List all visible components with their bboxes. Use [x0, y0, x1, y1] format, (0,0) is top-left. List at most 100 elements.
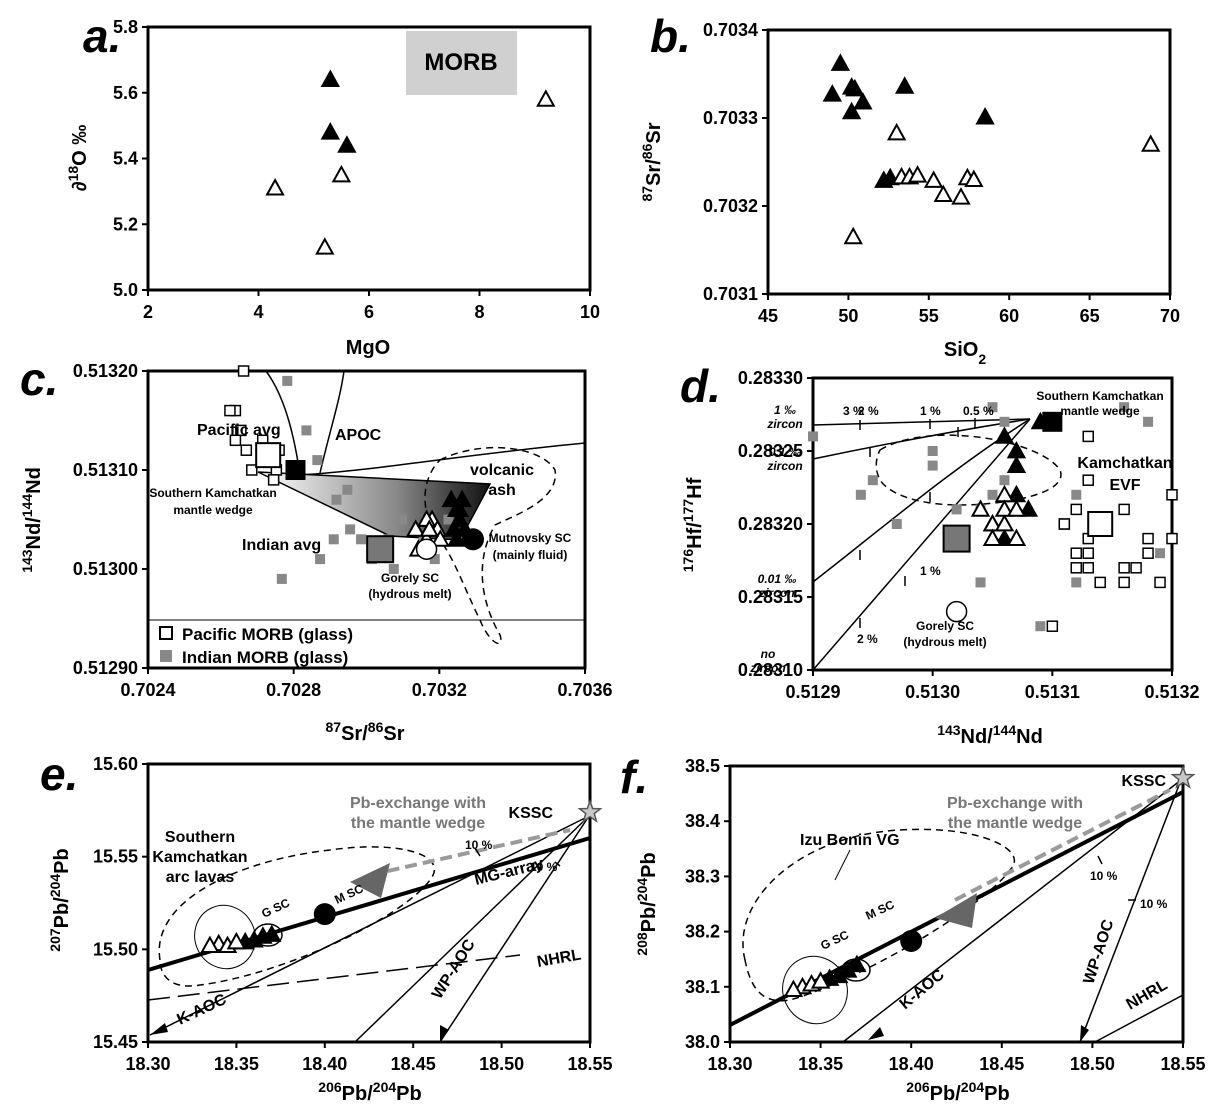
label-kssc: KSSC — [509, 805, 554, 822]
label-2pct-b: 2 % — [857, 632, 878, 646]
gray-square-marker — [345, 524, 356, 535]
label-nozircon-1: no — [761, 647, 776, 661]
y-tick-label: 38.3 — [685, 866, 720, 886]
square-marker — [1046, 620, 1059, 632]
panel-letter-c: c. — [20, 353, 58, 405]
x-tick-label: 0.7032 — [412, 680, 467, 700]
square-marker — [267, 474, 280, 486]
mixing-curve — [812, 418, 1031, 671]
panel-letter-d: d. — [680, 360, 721, 412]
label-part: 204 — [634, 878, 650, 902]
triangle-marker — [822, 84, 843, 102]
label-10pct-a: 10 % — [465, 838, 493, 852]
star-marker — [1170, 764, 1196, 789]
label-part: Pb — [51, 848, 73, 874]
triangle-marker — [970, 499, 991, 517]
x-tick-label: 0.5130 — [905, 682, 960, 702]
x-axis-label: 87Sr/86Sr — [326, 719, 405, 745]
square-marker — [1166, 489, 1178, 501]
y-tick-label: 0.51290 — [73, 658, 138, 678]
x-tick-label: 0.7028 — [266, 680, 321, 700]
label-skmw-2: mantle wedge — [173, 503, 253, 517]
square-marker — [224, 404, 236, 417]
gray-square-marker — [443, 514, 454, 525]
label-part: Pb — [396, 1083, 422, 1105]
y-tick-label: 0.28330 — [738, 368, 803, 388]
gray-square-marker — [276, 573, 287, 584]
label-part: Pb/ — [342, 1083, 374, 1105]
gray-square-marker — [1035, 621, 1046, 632]
label-izu-bonin: Izu Bonin VG — [800, 832, 900, 849]
gray-square-marker — [429, 554, 440, 565]
label-001permil-2: zircon — [758, 586, 794, 600]
x-axis-label: MgO — [346, 337, 390, 359]
circle-marker — [313, 903, 336, 926]
label-part: 176 — [680, 549, 696, 573]
gray-square-marker — [397, 514, 408, 525]
label-pb-exchange-1: Pb-exchange with — [350, 795, 486, 812]
triangle-marker — [886, 122, 907, 141]
y-tick-label: 0.7034 — [703, 20, 758, 40]
gray-square-marker — [867, 475, 878, 486]
y-axis-label: 143Nd/144Nd — [19, 467, 45, 573]
x-tick-label: 18.45 — [979, 1054, 1024, 1074]
label-part: Nd/ — [961, 726, 994, 748]
label-part: MgO — [346, 337, 390, 359]
x-tick-label: 10 — [580, 302, 600, 322]
triangle-marker — [994, 426, 1015, 444]
gray-square-marker — [999, 475, 1010, 486]
label-pacific-avg: Pacific avg — [197, 422, 281, 439]
triangle-marker — [1141, 134, 1161, 152]
y-tick-label: 0.28325 — [738, 441, 803, 461]
apoc-boundary — [319, 370, 345, 474]
square-marker — [1118, 576, 1130, 589]
label-1permil-2: zircon — [766, 417, 802, 431]
label-part: 204 — [373, 1079, 397, 1095]
gray-square-marker — [356, 534, 367, 545]
x-axis-label: SiO2 — [944, 339, 986, 367]
label-part: 2 — [978, 351, 986, 367]
x-tick-label: 55 — [919, 306, 939, 326]
triangle-marker — [923, 170, 944, 188]
label-skmw-2: mantle wedge — [1060, 404, 1140, 418]
circle-marker — [462, 528, 485, 551]
gray-square-marker — [1071, 577, 1082, 588]
label-001permil-1: 0.01 ‰ — [758, 572, 797, 586]
label-ska-1: Southern — [165, 829, 235, 846]
panel-d: 0.5129 0.5130 0.5131 0.51320.283100.283150.… — [680, 360, 1200, 748]
square-marker — [229, 434, 242, 447]
triangle-marker — [853, 92, 873, 110]
y-tick-label: 38.5 — [685, 756, 720, 776]
x-tick-label: 18.30 — [125, 1054, 170, 1074]
square-marker — [1070, 562, 1083, 574]
pb-exchange-dashes — [954, 788, 1171, 902]
y-tick-label: 0.28310 — [738, 660, 803, 680]
large-square-marker — [255, 442, 282, 469]
square-marker — [1058, 518, 1071, 530]
label-part: Nd/ — [23, 517, 45, 550]
label-part: 177 — [680, 499, 696, 523]
tick-10 — [474, 847, 481, 857]
gray-square-marker — [328, 534, 339, 545]
square-marker — [1082, 547, 1094, 559]
morb-range-box — [406, 31, 517, 95]
square-marker — [1082, 474, 1094, 486]
label-10pct-b: 10 % — [530, 860, 558, 874]
x-tick-label: 2 — [143, 302, 153, 322]
triangle-marker — [419, 519, 440, 537]
y-tick-label: 5.2 — [113, 214, 138, 234]
label-nozircon-2: zircon — [749, 661, 785, 675]
gray-square-marker — [927, 446, 938, 456]
square-marker — [1142, 532, 1154, 545]
triangle-marker — [337, 135, 357, 153]
gray-square-marker — [927, 460, 938, 471]
label-part: Sr — [643, 122, 665, 143]
triangle-marker — [894, 76, 915, 94]
triangle-marker — [845, 78, 865, 97]
triangle-marker — [200, 935, 220, 954]
open-circle-marker — [415, 538, 438, 560]
gray-square-marker — [987, 489, 998, 500]
x-tick-label: 18.50 — [1070, 1054, 1115, 1074]
gray-square-marker — [855, 489, 866, 500]
